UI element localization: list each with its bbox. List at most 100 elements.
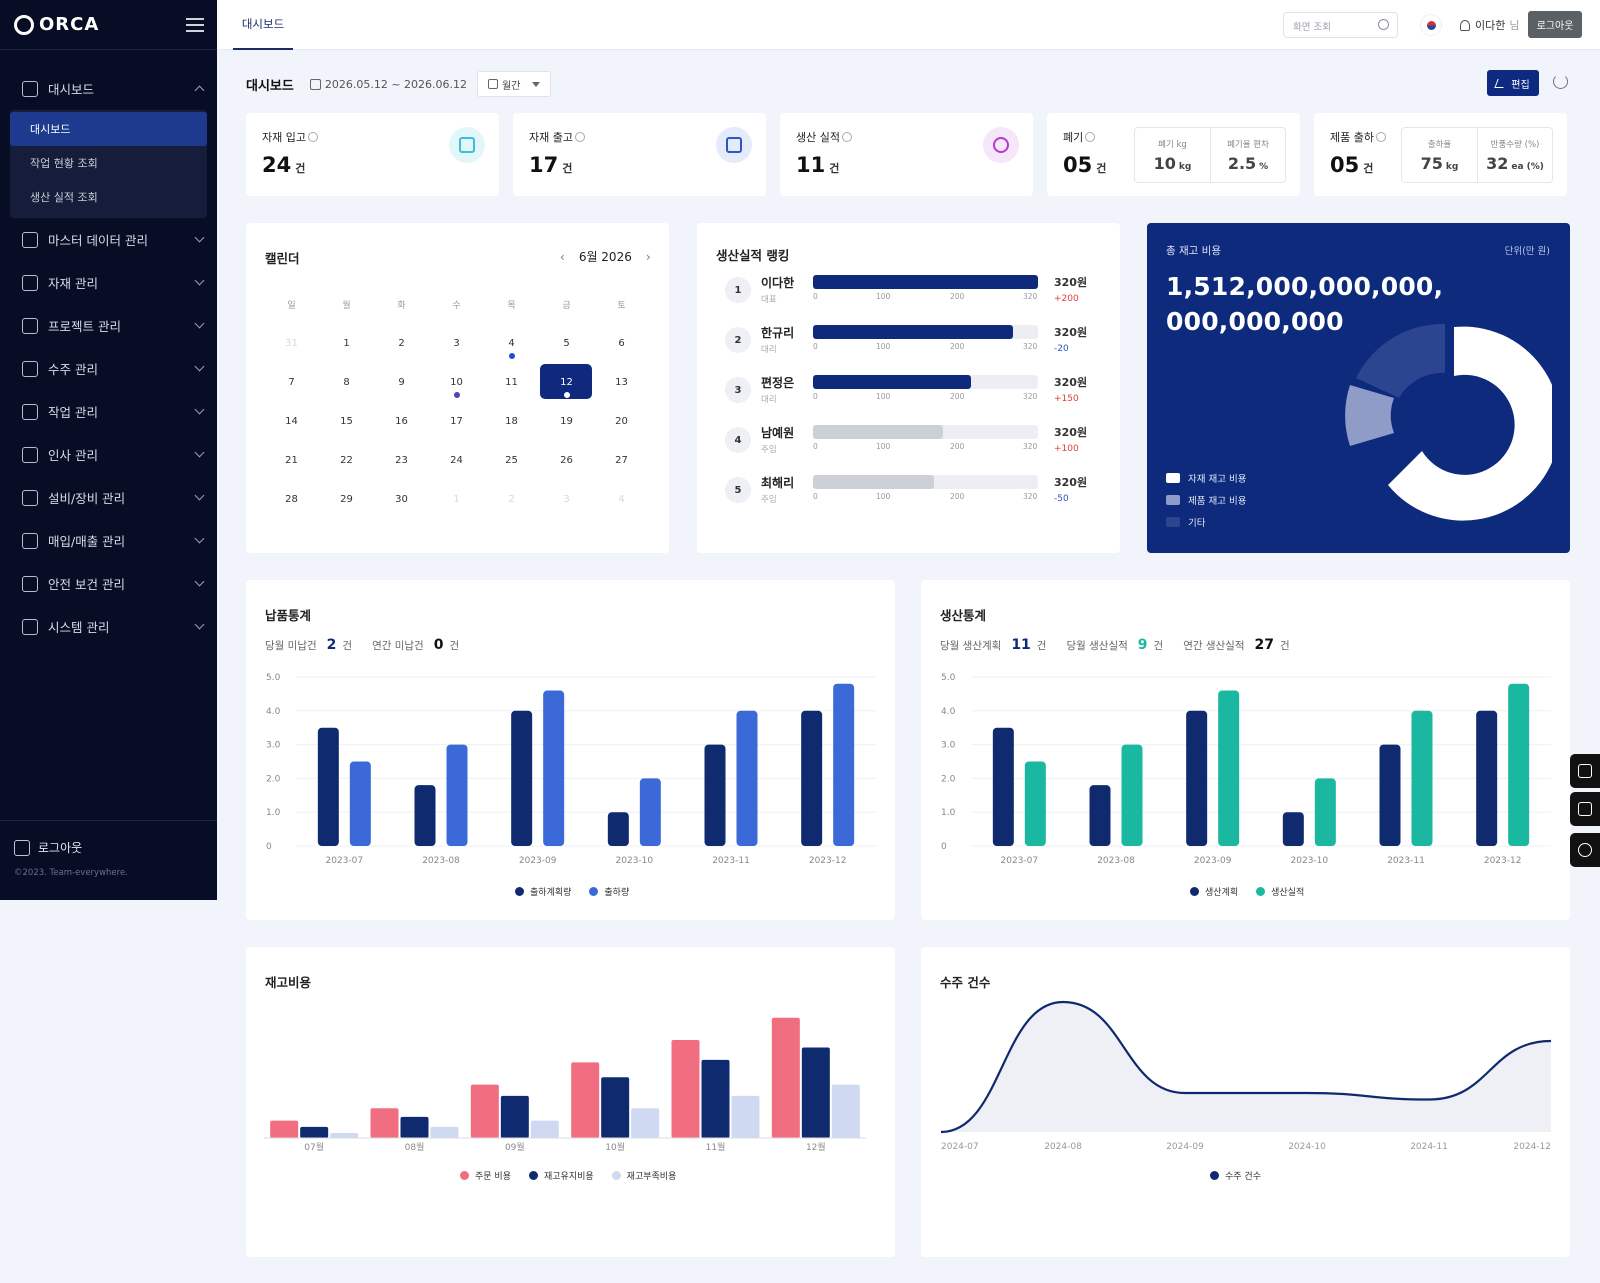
- calendar-day[interactable]: 18: [505, 416, 518, 427]
- calendar-day[interactable]: 31: [285, 338, 298, 349]
- calendar-day[interactable]: 2: [398, 338, 405, 349]
- sidebar-item-label: 수주 관리: [48, 362, 98, 377]
- calendar-day[interactable]: 29: [340, 494, 353, 505]
- calendar-day[interactable]: 23: [395, 455, 408, 466]
- receipt-icon: [22, 532, 38, 549]
- calendar-day[interactable]: 10: [429, 363, 484, 402]
- calendar-day[interactable]: 26: [560, 455, 573, 466]
- korea-flag-icon[interactable]: [1420, 14, 1442, 36]
- search-icon[interactable]: [1378, 19, 1389, 30]
- legend-item: 수주 건수: [1210, 1169, 1261, 1182]
- x-tick-label: 2024-09: [1166, 1142, 1204, 1152]
- calendar-day[interactable]: 1: [453, 494, 460, 505]
- calendar-day[interactable]: 4: [618, 494, 625, 505]
- calendar-day[interactable]: 14: [285, 416, 298, 427]
- period-select[interactable]: 월간: [477, 71, 552, 97]
- calendar-day[interactable]: 24: [450, 455, 463, 466]
- bar: [571, 1062, 600, 1138]
- sidebar-subitem-work-status[interactable]: 작업 현황 조회: [30, 157, 98, 170]
- calendar-day[interactable]: 8: [343, 377, 350, 388]
- search-input[interactable]: 화면 조회: [1283, 12, 1398, 38]
- menu-toggle-icon[interactable]: [186, 18, 204, 36]
- calendar-day[interactable]: 11: [505, 377, 518, 388]
- tick-label: 100: [876, 392, 891, 401]
- ranking-row[interactable]: 4 남예원 주임 0 100 200 320 320원 +100: [717, 421, 1092, 471]
- sidebar-subitem-production[interactable]: 생산 실적 조회: [30, 191, 98, 204]
- calendar-title: 캘린더: [265, 251, 300, 266]
- chatbot-button[interactable]: [1570, 754, 1600, 788]
- calendar-day[interactable]: 20: [615, 416, 628, 427]
- sidebar-item-projects[interactable]: 프로젝트 관리: [0, 304, 217, 347]
- calendar-day[interactable]: 3: [563, 494, 570, 505]
- calendar-day[interactable]: 9: [398, 377, 405, 388]
- ranking-row[interactable]: 3 편정은 대리 0 100 200 320 320원 +150: [717, 371, 1092, 421]
- calendar-day[interactable]: 19: [560, 416, 573, 427]
- calendar-day[interactable]: 12: [539, 363, 594, 402]
- logo[interactable]: ORCA: [0, 0, 217, 50]
- sidebar-item-orders[interactable]: 수주 관리: [0, 347, 217, 390]
- sidebar-item-dashboard[interactable]: 대시보드: [0, 67, 217, 110]
- support-button[interactable]: [1570, 833, 1600, 867]
- topbar: 대시보드 화면 조회 이다한 님 로그아웃: [217, 0, 1600, 50]
- rank-name: 한규리: [761, 326, 795, 340]
- chevron-right-icon[interactable]: ›: [645, 249, 651, 264]
- manual-button[interactable]: [1570, 792, 1600, 826]
- kpi-label: 자재 입고: [262, 129, 318, 145]
- calendar-day[interactable]: 28: [285, 494, 298, 505]
- user-suffix: 님: [1509, 19, 1520, 32]
- calendar-day[interactable]: 27: [615, 455, 628, 466]
- refresh-icon[interactable]: [1553, 74, 1568, 89]
- calendar-day[interactable]: 5: [563, 338, 570, 349]
- calendar-day[interactable]: 21: [285, 455, 298, 466]
- sidebar-item-hr[interactable]: 인사 관리: [0, 433, 217, 476]
- help-icon[interactable]: [1085, 132, 1096, 142]
- ranking-row[interactable]: 1 이다한 대표 0 100 200 320 320원 +200: [717, 271, 1092, 321]
- donut-slice-material: [1388, 326, 1552, 521]
- date-range[interactable]: 2026.05.12 ~ 2026.06.12: [309, 78, 467, 91]
- calendar-day[interactable]: 16: [395, 416, 408, 427]
- tab-dashboard[interactable]: 대시보드: [233, 0, 293, 50]
- rank-amount: 320원: [1054, 276, 1088, 289]
- calendar-day[interactable]: 25: [505, 455, 518, 466]
- ranking-row[interactable]: 5 최해리 주임 0 100 200 320 320원 -50: [717, 471, 1092, 521]
- calendar-day[interactable]: 7: [288, 377, 295, 388]
- help-icon[interactable]: [574, 132, 585, 142]
- sidebar-item-materials[interactable]: 자재 관리: [0, 261, 217, 304]
- sidebar-item-equipment[interactable]: 설비/장비 관리: [0, 476, 217, 519]
- calendar-day[interactable]: 3: [453, 338, 460, 349]
- calendar-day[interactable]: 17: [450, 416, 463, 427]
- calendar-day[interactable]: 2: [508, 494, 515, 505]
- sidebar-item-safety[interactable]: 안전 보건 관리: [0, 562, 217, 605]
- sidebar-item-system[interactable]: 시스템 관리: [0, 605, 217, 648]
- chart-legend: 주문 비용 재고유지비용 재고부족비용: [451, 1169, 685, 1182]
- production-bar-chart: 0 1.0 2.0 3.0 4.0 5.0 2023-07 2023-08 2023-09 202…: [941, 673, 1551, 866]
- sidebar-logout-button[interactable]: 로그아웃: [14, 839, 203, 856]
- sidebar-subitem-dashboard[interactable]: 대시보드: [10, 112, 207, 146]
- help-icon[interactable]: [307, 132, 318, 142]
- logout-button[interactable]: 로그아웃: [1528, 11, 1582, 38]
- calendar-day[interactable]: 6: [618, 338, 625, 349]
- calendar-day[interactable]: 13: [615, 377, 628, 388]
- order-count-area-chart: 2024-07 2024-08 2024-09 2024-10 2024-11 2024-…: [940, 1000, 1552, 1152]
- calendar-day[interactable]: 1: [343, 338, 350, 349]
- ranking-row[interactable]: 2 한규리 대리 0 100 200 320 320원 -20: [717, 321, 1092, 371]
- help-icon[interactable]: [841, 132, 852, 142]
- calendar-day[interactable]: 30: [395, 494, 408, 505]
- calendar-day[interactable]: 4: [484, 324, 539, 363]
- user-menu[interactable]: 이다한 님: [1460, 17, 1520, 33]
- x-tick-label: 2023-12: [809, 856, 847, 866]
- sidebar-item-master-data[interactable]: 마스터 데이터 관리: [0, 218, 217, 261]
- sidebar-item-purchase-sales[interactable]: 매입/매출 관리: [0, 519, 217, 562]
- rank-bar-track: [813, 425, 1038, 439]
- edit-button[interactable]: 편집: [1487, 70, 1539, 96]
- rank-name: 최해리: [761, 476, 795, 490]
- calendar-day[interactable]: 15: [340, 416, 353, 427]
- sidebar-item-work[interactable]: 작업 관리: [0, 390, 217, 433]
- calendar-day[interactable]: 22: [340, 455, 353, 466]
- tick-label: 0: [813, 392, 818, 401]
- help-icon[interactable]: [1375, 132, 1386, 142]
- rank-role: 대리: [761, 395, 777, 405]
- main-content: 대시보드 2026.05.12 ~ 2026.06.12 월간 편집 자재 입고…: [217, 50, 1600, 1283]
- event-dot: [454, 392, 460, 398]
- chevron-left-icon[interactable]: ‹: [560, 249, 565, 264]
